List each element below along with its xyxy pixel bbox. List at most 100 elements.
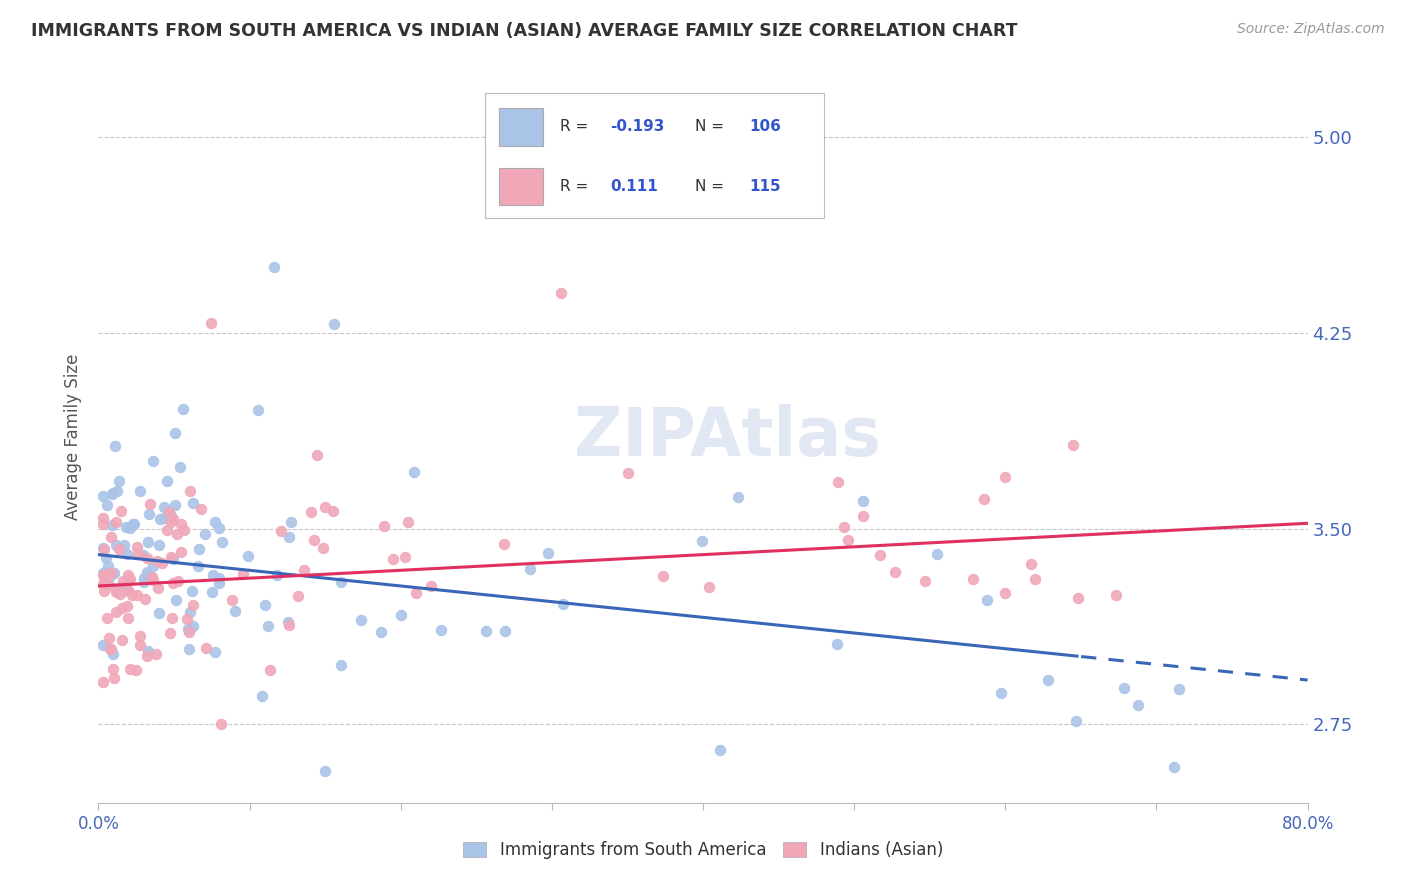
Point — [727, 490, 749, 504]
Point — [827, 475, 849, 489]
Point — [148, 538, 170, 552]
Point — [91, 566, 114, 580]
Point — [204, 645, 226, 659]
Point — [537, 546, 560, 560]
Point — [136, 550, 159, 565]
Point — [208, 571, 231, 585]
Point — [156, 475, 179, 489]
Point — [396, 516, 419, 530]
Point — [100, 566, 122, 581]
Point — [146, 581, 169, 595]
Point — [430, 623, 453, 637]
Point — [179, 605, 201, 619]
Point — [105, 516, 128, 530]
Point — [127, 588, 149, 602]
Point — [187, 541, 209, 556]
Point — [167, 574, 190, 589]
Point — [194, 527, 217, 541]
Point — [160, 550, 183, 565]
Point — [1062, 438, 1084, 452]
Point — [304, 533, 326, 547]
Point — [100, 641, 122, 656]
Point — [1126, 698, 1149, 713]
Point — [117, 582, 139, 597]
Point — [190, 502, 212, 516]
Point — [134, 592, 156, 607]
Point — [115, 582, 138, 597]
Point — [183, 598, 205, 612]
Point — [370, 624, 392, 639]
Point — [162, 552, 184, 566]
Point — [101, 517, 124, 532]
Point — [97, 578, 120, 592]
Point — [159, 625, 181, 640]
Point — [91, 638, 114, 652]
Point — [107, 475, 129, 489]
Point — [200, 316, 222, 330]
Point — [278, 618, 301, 632]
Point — [96, 498, 118, 512]
Point — [120, 572, 142, 586]
Point — [122, 516, 145, 531]
Point — [394, 549, 416, 564]
Point — [1067, 591, 1090, 606]
Point — [117, 567, 139, 582]
Point — [187, 559, 209, 574]
Point — [115, 520, 138, 534]
Point — [373, 518, 395, 533]
Point — [129, 483, 152, 498]
Point — [165, 425, 187, 440]
Point — [157, 505, 180, 519]
Point — [91, 674, 114, 689]
Point — [103, 566, 125, 581]
Point — [259, 663, 281, 677]
Point — [93, 541, 115, 556]
Point — [111, 633, 134, 648]
Point — [91, 490, 114, 504]
Point — [111, 601, 134, 615]
Point — [129, 638, 152, 652]
Point — [827, 637, 849, 651]
Point — [101, 486, 124, 500]
Point — [322, 504, 344, 518]
Point — [136, 644, 159, 658]
Point — [204, 516, 226, 530]
Point — [142, 454, 165, 468]
Point — [350, 613, 373, 627]
Point — [519, 562, 541, 576]
Point — [94, 567, 117, 582]
Point — [111, 574, 134, 588]
Point — [118, 573, 141, 587]
Point — [127, 547, 149, 561]
Point — [177, 625, 200, 640]
Point — [263, 260, 285, 275]
Point — [145, 648, 167, 662]
Point — [180, 584, 202, 599]
Point — [314, 500, 336, 515]
Point — [142, 559, 165, 574]
Point — [869, 548, 891, 562]
Point — [1163, 760, 1185, 774]
Point — [1038, 673, 1060, 687]
Point — [94, 551, 117, 566]
Point — [550, 285, 572, 300]
Point — [162, 512, 184, 526]
Point — [91, 576, 114, 591]
Point — [277, 615, 299, 629]
Point — [104, 439, 127, 453]
Point — [100, 642, 122, 657]
Point — [100, 487, 122, 501]
Point — [494, 624, 516, 638]
Point — [118, 521, 141, 535]
Point — [1024, 572, 1046, 586]
Point — [101, 663, 124, 677]
Point — [138, 569, 160, 583]
Point — [837, 533, 859, 547]
Point — [183, 496, 205, 510]
Point — [1168, 681, 1191, 696]
Point — [280, 516, 302, 530]
Point — [266, 567, 288, 582]
Point — [134, 571, 156, 585]
Point — [211, 535, 233, 549]
Point — [91, 568, 114, 582]
